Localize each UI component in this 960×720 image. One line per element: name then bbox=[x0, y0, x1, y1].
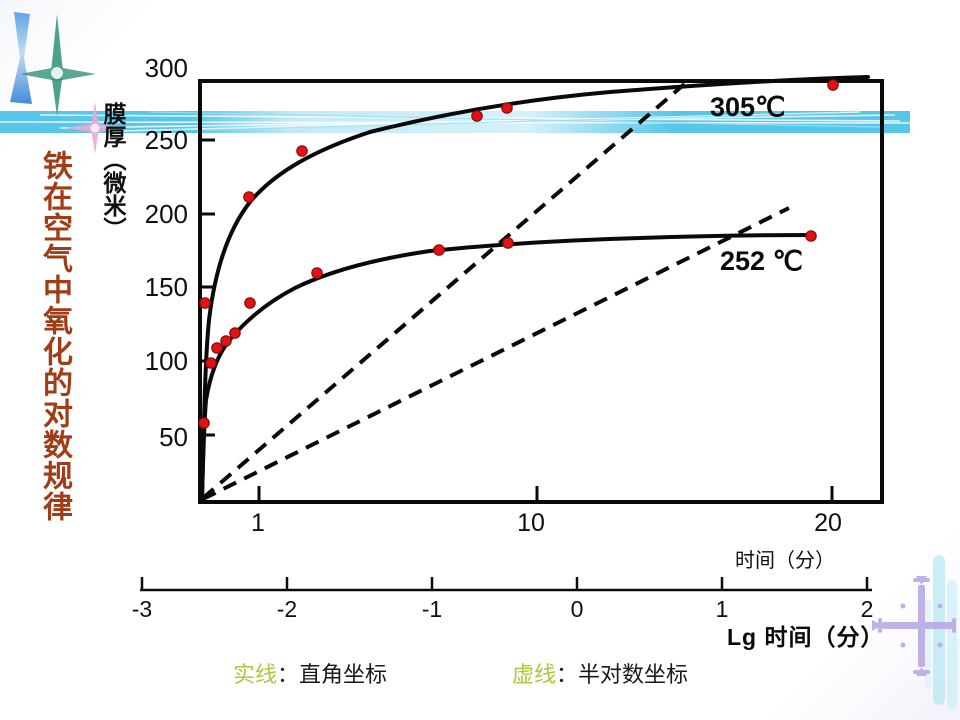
data-point-252 bbox=[805, 230, 817, 242]
legend-solid-text: ：直角坐标 bbox=[277, 662, 388, 687]
y-tick-label-300: 300 bbox=[144, 53, 188, 83]
data-point-305 bbox=[296, 145, 308, 157]
lg-axis-label: Lg 时间（分） bbox=[727, 624, 885, 650]
y-tick-label-100: 100 bbox=[144, 346, 188, 376]
y-tick-label-150: 150 bbox=[144, 272, 188, 302]
data-point-252 bbox=[229, 327, 241, 339]
data-point-305 bbox=[243, 191, 255, 203]
x-tick-label-20: 20 bbox=[814, 509, 842, 537]
lg-tick-label-1: 1 bbox=[715, 596, 729, 622]
data-point-252 bbox=[220, 335, 232, 347]
x-tick-label-1: 1 bbox=[251, 509, 265, 537]
y-tick-label-50: 50 bbox=[159, 422, 188, 452]
legend-dashed-key: 虚线 bbox=[512, 662, 557, 687]
data-point-252 bbox=[211, 342, 223, 354]
lg-tick-label-n3: -3 bbox=[131, 596, 153, 622]
curve-label-252: 252 ℃ bbox=[720, 246, 803, 276]
data-point-252 bbox=[311, 267, 323, 279]
slide-title: 铁在空气中氧化的对数规律 bbox=[38, 150, 71, 522]
legend-solid-key: 实线 bbox=[233, 662, 278, 687]
y-tick-label-250: 250 bbox=[144, 125, 188, 155]
lg-tick-label-n1: -1 bbox=[421, 596, 443, 622]
y-axis-unit-label: 膜厚（微米） bbox=[100, 102, 126, 240]
dashed-line-305 bbox=[201, 79, 690, 500]
legend-dashed-text: ：半对数坐标 bbox=[556, 662, 689, 687]
data-point-252 bbox=[198, 417, 210, 429]
lg-tick-label-0: 0 bbox=[570, 596, 584, 622]
data-point-305 bbox=[827, 79, 839, 91]
y-tick-label-200: 200 bbox=[144, 199, 188, 229]
cyan-streaks bbox=[925, 555, 957, 710]
plot-frame bbox=[198, 79, 884, 504]
blue-ribbon-streak bbox=[10, 12, 32, 104]
data-point-252 bbox=[244, 297, 256, 309]
lg-tick-label-2: 2 bbox=[860, 596, 874, 622]
x-tick-label-10: 10 bbox=[517, 509, 545, 537]
data-point-305 bbox=[199, 297, 211, 309]
time-axis-label: 时间（分） bbox=[735, 550, 835, 572]
solid-curve-305 bbox=[200, 75, 870, 502]
data-point-305 bbox=[501, 102, 513, 114]
lavender-cross bbox=[872, 576, 956, 676]
data-point-252 bbox=[205, 357, 217, 369]
teal-star-sparkle bbox=[20, 14, 96, 116]
legend-dashed: 虚线：半对数坐标 bbox=[512, 657, 688, 689]
data-point-252 bbox=[433, 244, 445, 256]
data-point-305 bbox=[471, 110, 483, 122]
data-point-252 bbox=[502, 237, 514, 249]
dashed-line-252 bbox=[202, 206, 790, 501]
curve-label-305: 305℃ bbox=[710, 92, 786, 122]
lg-tick-label-n2: -2 bbox=[276, 596, 298, 622]
legend-solid: 实线：直角坐标 bbox=[233, 657, 387, 689]
